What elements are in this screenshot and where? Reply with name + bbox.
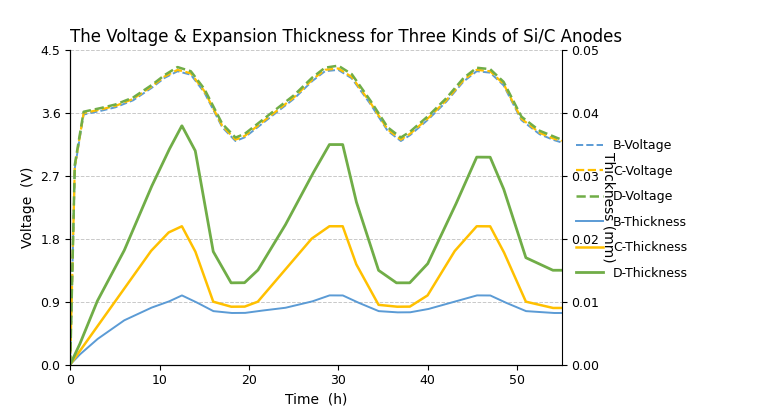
B-Thickness xyxy=(548,310,557,316)
D-Voltage xyxy=(66,362,75,367)
B-Voltage xyxy=(66,362,75,367)
C-Voltage xyxy=(548,135,557,140)
D-Thickness xyxy=(122,243,131,248)
C-Voltage xyxy=(66,362,75,367)
D-Thickness xyxy=(548,267,557,272)
Line: B-Voltage: B-Voltage xyxy=(70,70,562,365)
C-Voltage xyxy=(254,122,264,127)
B-Thickness xyxy=(557,310,566,316)
C-Voltage xyxy=(122,99,131,104)
B-Thickness xyxy=(151,304,160,309)
D-Thickness xyxy=(151,176,160,181)
C-Thickness xyxy=(254,298,264,303)
Text: The Voltage & Expansion Thickness for Three Kinds of Si/C Anodes: The Voltage & Expansion Thickness for Th… xyxy=(70,28,622,46)
C-Thickness xyxy=(324,224,334,229)
D-Voltage xyxy=(151,80,160,85)
B-Voltage xyxy=(548,137,557,142)
Y-axis label: Voltage  (V): Voltage (V) xyxy=(21,167,35,248)
C-Thickness xyxy=(548,305,557,310)
Line: B-Thickness: B-Thickness xyxy=(70,295,562,365)
Line: C-Voltage: C-Voltage xyxy=(70,68,562,365)
B-Thickness xyxy=(66,362,75,367)
C-Voltage xyxy=(333,66,342,71)
C-Thickness xyxy=(275,273,285,278)
B-Thickness xyxy=(495,297,504,302)
C-Thickness xyxy=(151,244,160,249)
Line: D-Voltage: D-Voltage xyxy=(70,66,562,365)
D-Thickness xyxy=(275,231,285,236)
C-Thickness xyxy=(122,283,131,288)
B-Thickness xyxy=(324,293,334,298)
B-Voltage xyxy=(122,101,131,106)
Y-axis label: Thickness (mm): Thickness (mm) xyxy=(602,152,616,263)
D-Thickness xyxy=(177,123,186,128)
D-Voltage xyxy=(122,98,131,103)
C-Thickness xyxy=(66,362,75,367)
B-Voltage xyxy=(275,107,285,112)
C-Voltage xyxy=(557,139,566,144)
D-Voltage xyxy=(548,133,557,138)
B-Voltage xyxy=(495,79,504,84)
Line: C-Thickness: C-Thickness xyxy=(70,226,562,365)
B-Voltage xyxy=(557,140,566,145)
X-axis label: Time  (h): Time (h) xyxy=(285,393,347,407)
B-Thickness xyxy=(275,306,285,311)
D-Voltage xyxy=(275,104,285,109)
D-Voltage xyxy=(334,63,343,68)
C-Voltage xyxy=(495,77,504,82)
C-Voltage xyxy=(151,81,160,86)
B-Voltage xyxy=(254,124,264,129)
D-Thickness xyxy=(557,268,566,273)
D-Voltage xyxy=(557,137,566,142)
C-Voltage xyxy=(275,106,285,111)
Legend: B-Voltage, C-Voltage, D-Voltage, B-Thickness, C-Thickness, D-Thickness: B-Voltage, C-Voltage, D-Voltage, B-Thick… xyxy=(576,139,688,280)
D-Thickness xyxy=(66,362,75,367)
C-Thickness xyxy=(557,305,566,310)
Line: D-Thickness: D-Thickness xyxy=(70,126,562,365)
D-Thickness xyxy=(495,176,504,181)
B-Voltage xyxy=(151,83,160,88)
D-Thickness xyxy=(254,266,264,271)
B-Thickness xyxy=(254,308,264,313)
D-Voltage xyxy=(495,75,504,80)
B-Voltage xyxy=(333,67,342,72)
B-Thickness xyxy=(122,317,131,322)
D-Voltage xyxy=(254,120,264,125)
C-Thickness xyxy=(495,241,504,246)
